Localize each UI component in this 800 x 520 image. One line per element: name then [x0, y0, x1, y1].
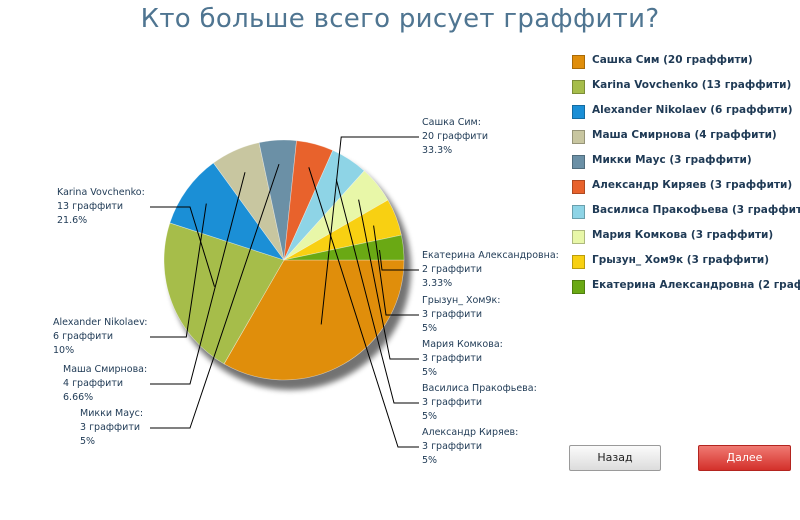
legend-label: Alexander Nikolaev (6 граффити): [592, 104, 793, 116]
callout-line: [150, 163, 280, 429]
pie-slice: [283, 234, 405, 261]
legend-item: Маша Смирнова (4 граффити): [568, 127, 800, 152]
callout-line: [308, 167, 419, 448]
legend-item: Мария Комкова (3 граффити): [568, 227, 800, 252]
callout-line-text: 4 граффити: [63, 378, 123, 389]
callout-label: Грызун_ Хом9к: 3 граффити 5%: [422, 295, 500, 334]
legend-item: Екатерина Александровна (2 граффити): [568, 277, 800, 302]
legend-label: Микки Маус (3 граффити): [592, 154, 752, 166]
callout-line: [379, 249, 419, 271]
legend-item: Karina Vovchenko (13 граффити): [568, 77, 800, 102]
callout-label: Сашка Сим: 20 граффити 33.3%: [422, 117, 488, 156]
legend-swatch: [572, 80, 585, 94]
legend-label: Александр Киряев (3 граффити): [592, 179, 793, 191]
legend-item: Сашка Сим (20 граффити): [568, 52, 800, 77]
legend-item: Alexander Nikolaev (6 граффити): [568, 102, 800, 127]
legend-label: Маша Смирнова (4 граффити): [592, 129, 777, 141]
callout-line-text: 6 граффити: [53, 331, 113, 342]
legend-swatch: [572, 180, 585, 194]
callout-line: [150, 172, 246, 385]
legend-swatch: [572, 105, 585, 119]
callout-line-text: 10%: [53, 345, 74, 356]
callout-line-text: 13 граффити: [57, 201, 123, 212]
legend-item: Грызун_ Хом9к (3 граффити): [568, 252, 800, 277]
callout-line-text: 5%: [422, 455, 437, 466]
legend-item: Александр Киряев (3 граффити): [568, 177, 800, 202]
legend-swatch: [572, 155, 585, 169]
callout-label: Мария Комкова: 3 граффити 5%: [422, 339, 503, 378]
back-button[interactable]: Назад: [569, 445, 661, 471]
legend-item: Василиса Пракофьева (3 граффити): [568, 202, 800, 227]
legend-swatch: [572, 255, 585, 269]
callout-line-text: 2 граффити: [422, 264, 482, 275]
callout-line-text: 21.6%: [57, 215, 87, 226]
legend-label: Грызун_ Хом9к (3 граффити): [592, 254, 770, 266]
callout-label: Karina Vovchenko: 13 граффити 21.6%: [57, 187, 145, 226]
callout-line-text: Грызун_ Хом9к:: [422, 295, 500, 306]
legend-label: Karina Vovchenko (13 граффити): [592, 79, 792, 91]
callout-line: [320, 136, 419, 325]
legend-swatch: [572, 230, 585, 244]
callout-line-text: 6.66%: [63, 392, 93, 403]
callout-line-text: Маша Смирнова:: [63, 364, 147, 375]
next-button[interactable]: Далее: [698, 445, 791, 471]
callout-line-text: Микки Маус:: [80, 408, 143, 419]
pie-slice: [163, 222, 285, 365]
legend-swatch: [572, 280, 585, 294]
callout-line: [358, 199, 419, 360]
chart-title: Кто больше всего рисует граффити?: [140, 4, 660, 34]
callout-line-text: 3 граффити: [422, 353, 482, 364]
pie-slice: [223, 259, 405, 381]
callout-label: Маша Смирнова: 4 граффити 6.66%: [63, 364, 147, 403]
callout-line-text: Karina Vovchenko:: [57, 187, 145, 198]
callout-line: [373, 225, 419, 316]
callout-label: Микки Маус: 3 граффити 5%: [80, 408, 143, 447]
legend-label: Сашка Сим (20 граффити): [592, 54, 753, 66]
callout-line-text: 3.33%: [422, 278, 452, 289]
callout-label: Александр Киряев: 3 граффити 5%: [422, 427, 518, 466]
callout-line-text: Мария Комкова:: [422, 339, 503, 350]
callout-line-text: Екатерина Александровна:: [422, 250, 559, 261]
callout-label: Екатерина Александровна: 2 граффити 3.33%: [422, 250, 559, 289]
callout-line: [150, 206, 215, 287]
legend-label: Екатерина Александровна (2 граффити): [592, 279, 800, 291]
callout-line-text: 3 граффити: [422, 397, 482, 408]
callout-line-text: 5%: [422, 367, 437, 378]
callout-line-text: 33.3%: [422, 145, 452, 156]
callout-line: [335, 179, 419, 404]
legend-swatch: [572, 205, 585, 219]
callout-line-text: 5%: [422, 323, 437, 334]
callout-line-text: Сашка Сим:: [422, 117, 481, 128]
callout-line-text: 5%: [80, 436, 95, 447]
legend-swatch: [572, 55, 585, 69]
callout-line-text: Александр Киряев:: [422, 427, 518, 438]
legend-label: Василиса Пракофьева (3 граффити): [592, 204, 800, 216]
callout-line-text: Alexander Nikolaev:: [53, 317, 147, 328]
callout-line-text: 20 граффити: [422, 131, 488, 142]
legend-swatch: [572, 130, 585, 144]
callout-label: Alexander Nikolaev: 6 граффити 10%: [53, 317, 147, 356]
callout-line-text: 3 граффити: [80, 422, 140, 433]
callout-line-text: 3 граффити: [422, 441, 482, 452]
pie-slice: [169, 162, 285, 261]
chart-legend: Сашка Сим (20 граффити) Karina Vovchenko …: [568, 52, 800, 302]
legend-label: Мария Комкова (3 граффити): [592, 229, 774, 241]
legend-item: Микки Маус (3 граффити): [568, 152, 800, 177]
callout-line-text: 3 граффити: [422, 309, 482, 320]
callout-label: Василиса Пракофьева: 3 граффити 5%: [422, 383, 537, 422]
callout-line-text: 5%: [422, 411, 437, 422]
callout-line: [150, 203, 207, 338]
callout-line-text: Василиса Пракофьева:: [422, 383, 537, 394]
